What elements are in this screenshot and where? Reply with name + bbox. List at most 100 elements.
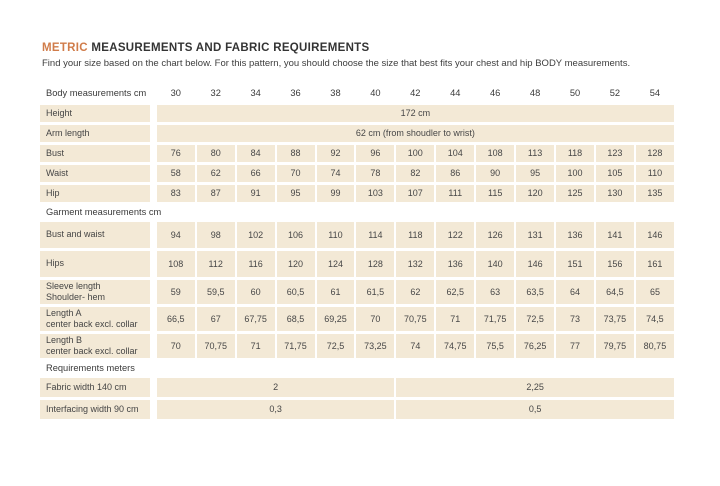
size-column-header: 50 <box>556 84 594 102</box>
value-cell: 86 <box>436 164 475 182</box>
value-cell: 91 <box>236 184 275 202</box>
value-cell: 106 <box>276 221 315 248</box>
table-row: Garment measurements cm <box>40 204 674 219</box>
value-cell: 120 <box>276 250 315 277</box>
value-cell: 62,5 <box>436 279 475 304</box>
value-cell: 70 <box>156 333 195 358</box>
page-title-rest: MEASUREMENTS AND FABRIC REQUIREMENTS <box>87 42 370 54</box>
value-cell: 103 <box>356 184 395 202</box>
value-cell: 71 <box>236 333 275 358</box>
row-label-line1: Bust and waist <box>46 229 105 240</box>
value-cell: 118 <box>396 221 435 248</box>
value-cell: 78 <box>356 164 395 182</box>
value-cell: 70 <box>276 164 315 182</box>
table-row: Requirements meters <box>40 360 674 375</box>
value-cell: 107 <box>396 184 435 202</box>
value-cell: 74,75 <box>436 333 475 358</box>
table-row: Bust and waist 94 98 102 106 110 114 118 122 126 1… <box>40 221 674 248</box>
row-label-line2: center back excl. collar <box>46 345 138 356</box>
row-label: Hip <box>40 184 155 202</box>
value-cell: 76 <box>156 144 195 162</box>
value-cell: 74 <box>316 164 355 182</box>
value-cell: 88 <box>276 144 315 162</box>
value-cell: 136 <box>556 221 594 248</box>
value-cell: 104 <box>436 144 475 162</box>
value-cell: 66,5 <box>156 306 195 331</box>
value-cell: 146 <box>635 221 674 248</box>
value-cell: 102 <box>236 221 275 248</box>
value-cell: 130 <box>595 184 634 202</box>
value-cell: 60 <box>236 279 275 304</box>
value-cell: 82 <box>396 164 435 182</box>
value-cell: 132 <box>396 250 435 277</box>
value-cell: 72,5 <box>316 333 355 358</box>
row-label: Fabric width 140 cm <box>40 377 155 397</box>
size-column-header: 48 <box>516 84 555 102</box>
size-column-header: 40 <box>356 84 395 102</box>
section-label: Garment measurements cm <box>40 204 674 219</box>
value-cell: 59 <box>156 279 195 304</box>
value-cell: 100 <box>396 144 435 162</box>
value-cell: 141 <box>595 221 634 248</box>
value-cell: 71,75 <box>476 306 515 331</box>
split-value-cell: 0,3 <box>156 399 395 419</box>
value-cell: 73,75 <box>595 306 634 331</box>
row-label: Bust and waist <box>40 221 155 248</box>
value-cell: 79,75 <box>595 333 634 358</box>
header-label: Body measurements cm <box>40 84 155 102</box>
value-cell: 60,5 <box>276 279 315 304</box>
row-label-line1: Length A <box>46 307 82 318</box>
row-label-line1: Waist <box>46 167 69 178</box>
row-label: Height <box>40 104 155 122</box>
table-row: Arm length 62 cm (from shoudler to wrist) <box>40 124 674 142</box>
size-column-header: 46 <box>476 84 515 102</box>
row-label-line1: Bust <box>46 147 65 158</box>
value-cell: 67,75 <box>236 306 275 331</box>
value-cell: 126 <box>476 221 515 248</box>
size-column-header: 52 <box>595 84 634 102</box>
table-row: Interfacing width 90 cm 0,3 0,5 <box>40 399 674 419</box>
value-cell: 111 <box>436 184 475 202</box>
table-row: Sleeve length Shoulder- hem 59 59,5 60 60,5 61… <box>40 279 674 304</box>
row-label: Arm length <box>40 124 155 142</box>
row-label: Waist <box>40 164 155 182</box>
size-chart-page: METRIC MEASUREMENTS AND FABRIC REQUIREME… <box>40 42 720 419</box>
value-cell: 72,5 <box>516 306 555 331</box>
page-title-highlight: METRIC <box>42 42 88 54</box>
value-cell: 90 <box>476 164 515 182</box>
value-cell: 73 <box>556 306 594 331</box>
value-cell: 128 <box>356 250 395 277</box>
value-cell: 75,5 <box>476 333 515 358</box>
value-cell: 112 <box>196 250 235 277</box>
split-value-cell: 0,5 <box>396 399 674 419</box>
value-cell: 95 <box>516 164 555 182</box>
row-label-line2: center back excl. collar <box>46 318 138 329</box>
size-column-header: 54 <box>635 84 674 102</box>
value-cell: 100 <box>556 164 594 182</box>
value-cell: 122 <box>436 221 475 248</box>
value-cell: 59,5 <box>196 279 235 304</box>
value-cell: 71 <box>436 306 475 331</box>
section-label: Requirements meters <box>40 360 674 375</box>
size-column-header: 30 <box>156 84 195 102</box>
value-cell: 98 <box>196 221 235 248</box>
value-cell: 62 <box>196 164 235 182</box>
value-cell: 71,75 <box>276 333 315 358</box>
value-cell: 76,25 <box>516 333 555 358</box>
value-cell: 115 <box>476 184 515 202</box>
table-header-row: Body measurements cm 30 32 34 36 38 40 42 44 46 4… <box>40 84 674 102</box>
value-cell: 116 <box>236 250 275 277</box>
row-label: Interfacing width 90 cm <box>40 399 155 419</box>
row-label-line1: Hips <box>46 258 65 269</box>
row-label-line1: Sleeve length <box>46 280 101 291</box>
row-label-line1: Height <box>46 107 73 118</box>
row-label-line1: Fabric width 140 cm <box>46 381 127 392</box>
value-cell: 64,5 <box>595 279 634 304</box>
value-cell: 108 <box>156 250 195 277</box>
value-cell: 62 <box>396 279 435 304</box>
page-title: METRIC MEASUREMENTS AND FABRIC REQUIREME… <box>42 42 720 54</box>
value-cell: 123 <box>595 144 634 162</box>
